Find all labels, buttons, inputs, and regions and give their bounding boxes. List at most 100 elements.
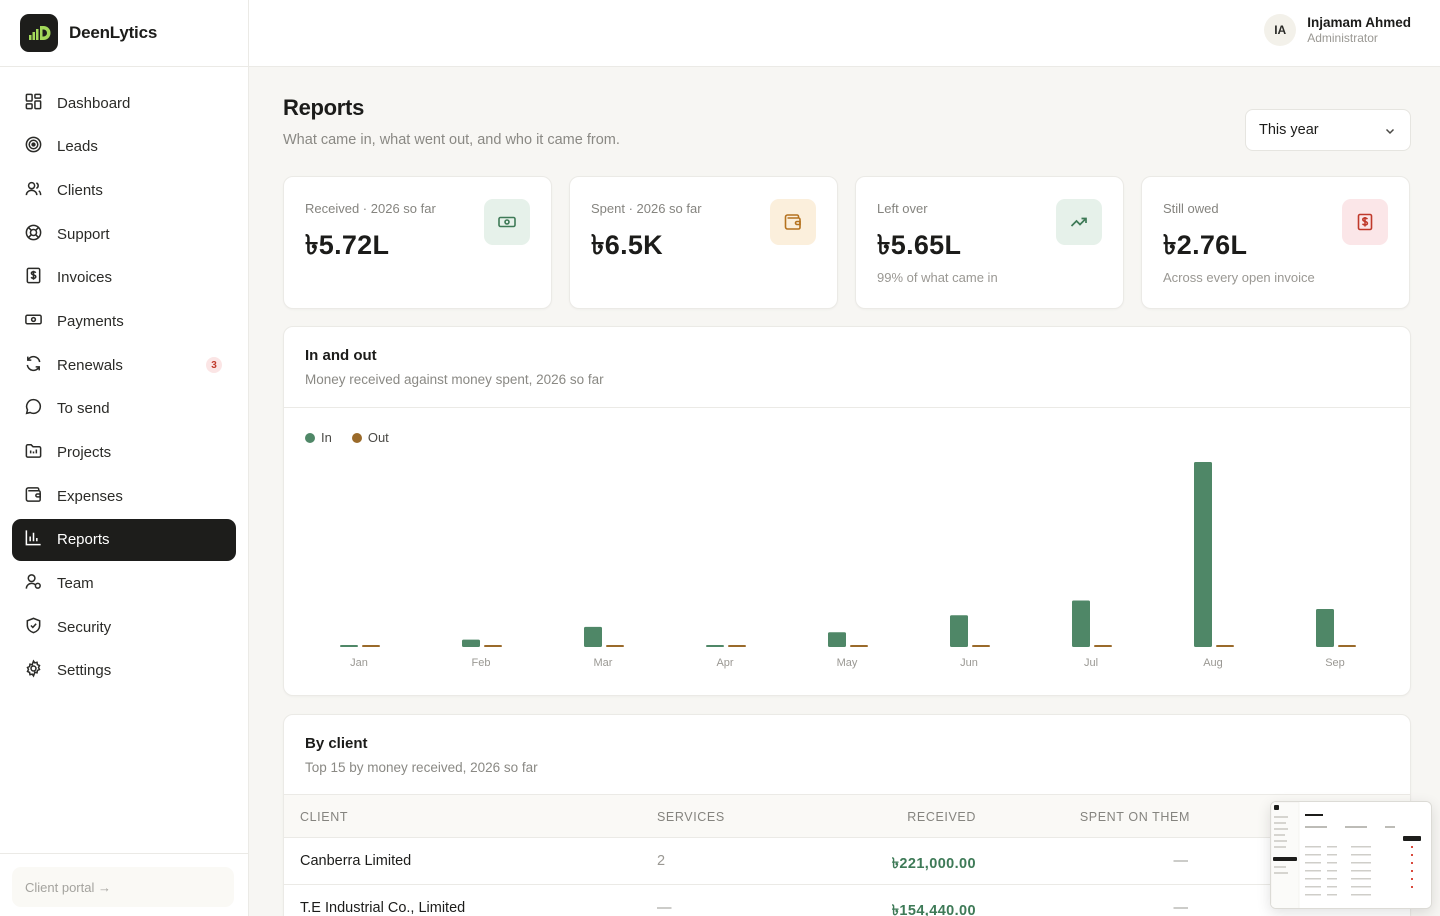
in-out-bar-chart: Jan Feb Mar Apr May Jun Jul Aug Sep (340, 462, 1356, 669)
user-name: Injamam Ahmed (1307, 15, 1411, 30)
client-name: Canberra Limited (300, 853, 412, 869)
legend-label: Out (367, 430, 389, 445)
sidebar-item-projects[interactable]: Projects (12, 432, 236, 474)
x-tick-label: Jul (1084, 657, 1098, 669)
invoice-icon (1342, 199, 1388, 245)
bar-in-may[interactable] (828, 632, 846, 647)
sidebar-item-expenses[interactable]: Expenses (12, 475, 236, 517)
in-and-out-card: In and out Money received against money … (283, 326, 1411, 696)
page-preview-thumbnail[interactable] (1270, 801, 1432, 909)
stat-value: ৳5.65L (877, 230, 962, 260)
bar-in-jan[interactable] (340, 645, 358, 647)
sidebar-item-label: Team (57, 575, 94, 593)
bar-in-jul[interactable] (1072, 600, 1090, 647)
chevron-down-icon (1385, 128, 1395, 135)
table-title: By client (305, 735, 368, 752)
table-row[interactable]: Canberra Limited 2 ৳221,000.00 — (284, 838, 1410, 885)
team-icon (24, 572, 43, 595)
bar-in-sep[interactable] (1316, 608, 1334, 647)
sidebar-item-clients[interactable]: Clients (12, 169, 236, 211)
x-tick-label: Aug (1203, 657, 1223, 669)
spent-amount: — (1173, 853, 1189, 869)
sidebar-item-team[interactable]: Team (12, 563, 236, 605)
x-tick-label: Feb (472, 657, 491, 669)
received-amount: ৳154,440.00 (891, 903, 976, 916)
bar-out-apr[interactable] (728, 645, 746, 647)
banknote-icon (24, 310, 43, 333)
users-icon (24, 179, 43, 202)
bar-in-apr[interactable] (706, 645, 724, 647)
table-row[interactable]: T.E Industrial Co., Limited — ৳154,440.0… (284, 885, 1410, 916)
column-header-client[interactable]: CLIENT (300, 810, 349, 824)
sidebar-item-label: To send (57, 400, 110, 418)
x-tick-label: Jan (350, 657, 368, 669)
bar-out-may[interactable] (850, 645, 868, 647)
stat-note: Across every open invoice (1163, 270, 1315, 285)
bar-chart-icon (24, 528, 43, 551)
sidebar-item-leads[interactable]: Leads (12, 126, 236, 168)
sidebar-item-label: Projects (57, 444, 112, 461)
column-header-received[interactable]: RECEIVED (907, 810, 976, 824)
sidebar-item-renewals[interactable]: Renewals 3 (12, 344, 236, 386)
bar-out-aug[interactable] (1216, 645, 1234, 647)
logo-icon[interactable] (20, 14, 58, 52)
wallet-icon (770, 199, 816, 245)
period-select-value: This year (1259, 122, 1319, 138)
bar-out-jun[interactable] (972, 645, 990, 647)
stat-card-still-owed: Still owed ৳2.76L Across every open invo… (1141, 176, 1410, 309)
bar-out-jul[interactable] (1094, 645, 1112, 647)
table-subtitle: Top 15 by money received, 2026 so far (305, 760, 538, 775)
bar-in-feb[interactable] (462, 639, 480, 647)
sidebar-nav: Dashboard Leads Clients Support Invoices… (12, 82, 236, 694)
bar-out-mar[interactable] (606, 645, 624, 647)
by-client-card: By client Top 15 by money received, 2026… (283, 714, 1411, 916)
bar-in-aug[interactable] (1194, 462, 1212, 647)
sidebar-item-to-send[interactable]: To send (12, 388, 236, 430)
column-header-spent[interactable]: SPENT ON THEM (1079, 810, 1190, 824)
stat-card-spent: Spent · 2026 so far ৳6.5K (569, 176, 838, 309)
sidebar-item-security[interactable]: Security (12, 606, 236, 648)
column-header-services[interactable]: SERVICES (657, 810, 725, 824)
stat-value: ৳2.76L (1163, 230, 1248, 260)
bar-in-mar[interactable] (584, 626, 602, 647)
table-header: CLIENT SERVICES RECEIVED SPENT ON THEM (284, 794, 1410, 838)
sidebar-item-label: Clients (57, 181, 103, 199)
renewals-count-badge: 3 (206, 357, 222, 374)
sidebar-item-label: Invoices (57, 269, 113, 287)
sidebar: DeenLytics Dashboard Leads Clients Suppo… (0, 0, 249, 916)
dashboard-icon (24, 92, 43, 115)
bar-in-jun[interactable] (950, 615, 968, 647)
user-menu[interactable]: IA Injamam Ahmed Administrator (1264, 14, 1411, 46)
legend-item-in: In (305, 430, 332, 445)
page-title: Reports (283, 95, 365, 120)
period-select[interactable]: This year (1245, 109, 1411, 151)
sidebar-item-payments[interactable]: Payments (12, 300, 236, 342)
sidebar-item-support[interactable]: Support (12, 213, 236, 255)
sidebar-item-label: Security (57, 618, 112, 636)
banknote-icon (484, 199, 530, 245)
sidebar-item-reports[interactable]: Reports (12, 518, 236, 561)
services-count: — (657, 900, 672, 916)
sidebar-item-invoices[interactable]: Invoices (12, 257, 236, 299)
user-role: Administrator (1307, 31, 1378, 45)
sidebar-item-label: Expenses (57, 487, 123, 505)
stat-label: Received · 2026 so far (305, 201, 436, 216)
avatar[interactable]: IA (1264, 14, 1297, 46)
lifebuoy-icon (24, 223, 43, 246)
bar-out-sep[interactable] (1338, 645, 1356, 647)
x-tick-label: Mar (594, 657, 613, 669)
client-portal-link[interactable]: Client portal → (12, 867, 234, 907)
brand-name: DeenLytics (69, 23, 158, 42)
shield-icon (24, 616, 43, 639)
legend-swatch-in (305, 432, 315, 443)
received-amount: ৳221,000.00 (891, 856, 976, 872)
bar-out-jan[interactable] (362, 645, 380, 647)
sidebar-item-label: Support (57, 225, 110, 243)
stat-note: 99% of what came in (877, 270, 998, 285)
stat-label: Still owed (1163, 201, 1219, 216)
sidebar-item-label: Reports (57, 531, 110, 549)
bar-out-feb[interactable] (484, 645, 502, 647)
stat-value: ৳5.72L (305, 230, 390, 260)
sidebar-item-dashboard[interactable]: Dashboard (12, 82, 236, 124)
sidebar-item-settings[interactable]: Settings (12, 650, 236, 692)
